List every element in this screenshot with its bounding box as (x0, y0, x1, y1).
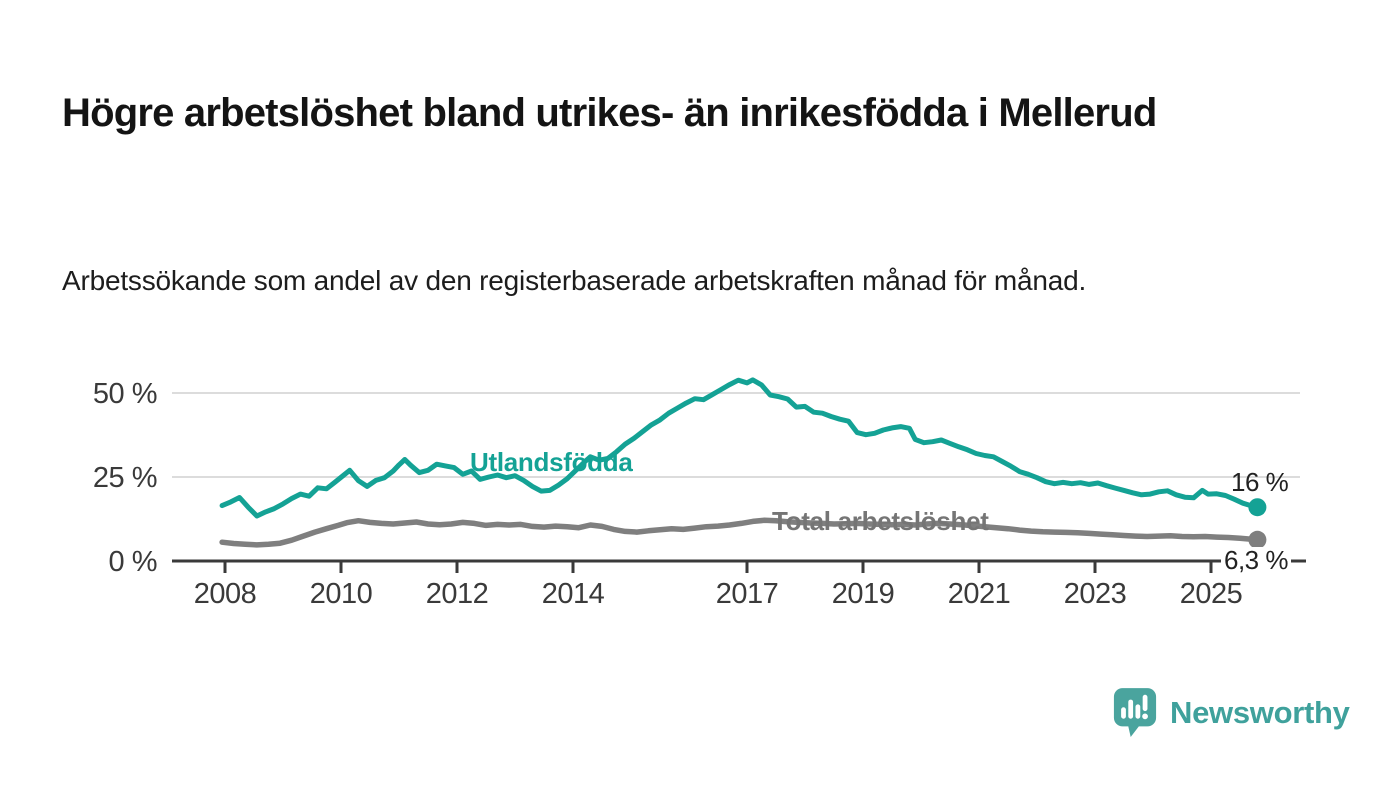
chart-speech-bubble-icon (1113, 688, 1157, 737)
series-label-total-arbetsloshet: Total arbetslöshet (772, 506, 989, 536)
y-tick-label-0: 0 % (108, 546, 158, 578)
logo-text: Newsworthy (1170, 695, 1350, 730)
x-tick-label-2012: 2012 (425, 578, 489, 610)
series-label-utlandsfodda: Utlandsfödda (470, 447, 633, 477)
page-subtitle: Arbetssökande som andel av den registerb… (62, 265, 1087, 296)
series-line-total-arbetsl-shet (219, 517, 1261, 548)
series-end-dot-total-arbetsl-shet (1248, 530, 1267, 549)
x-tick-label-2021: 2021 (947, 578, 1011, 610)
end-value-label-utlandsfodda: 16 % (1231, 467, 1289, 497)
newsworthy-logo: Newsworthy (1112, 686, 1350, 740)
x-tick-label-2025: 2025 (1179, 578, 1243, 610)
series-line-utlandsf-dda (219, 377, 1260, 519)
x-tick-label-2010: 2010 (309, 578, 373, 610)
end-value-label-total-arbetsloshet: 6,3 % (1221, 547, 1291, 573)
x-tick-label-2017: 2017 (715, 578, 779, 610)
page-title: Högre arbetslöshet bland utrikes- än inr… (62, 90, 1157, 135)
y-tick-label-50: 50 % (92, 378, 158, 410)
x-tick-label-2008: 2008 (193, 578, 257, 610)
x-tick-label-2014: 2014 (541, 578, 605, 610)
y-tick-label-25: 25 % (92, 462, 158, 494)
x-tick-label-2019: 2019 (831, 578, 895, 610)
x-tick-label-2023: 2023 (1063, 578, 1127, 610)
series-end-dot-utlandsf-dda (1248, 498, 1267, 517)
